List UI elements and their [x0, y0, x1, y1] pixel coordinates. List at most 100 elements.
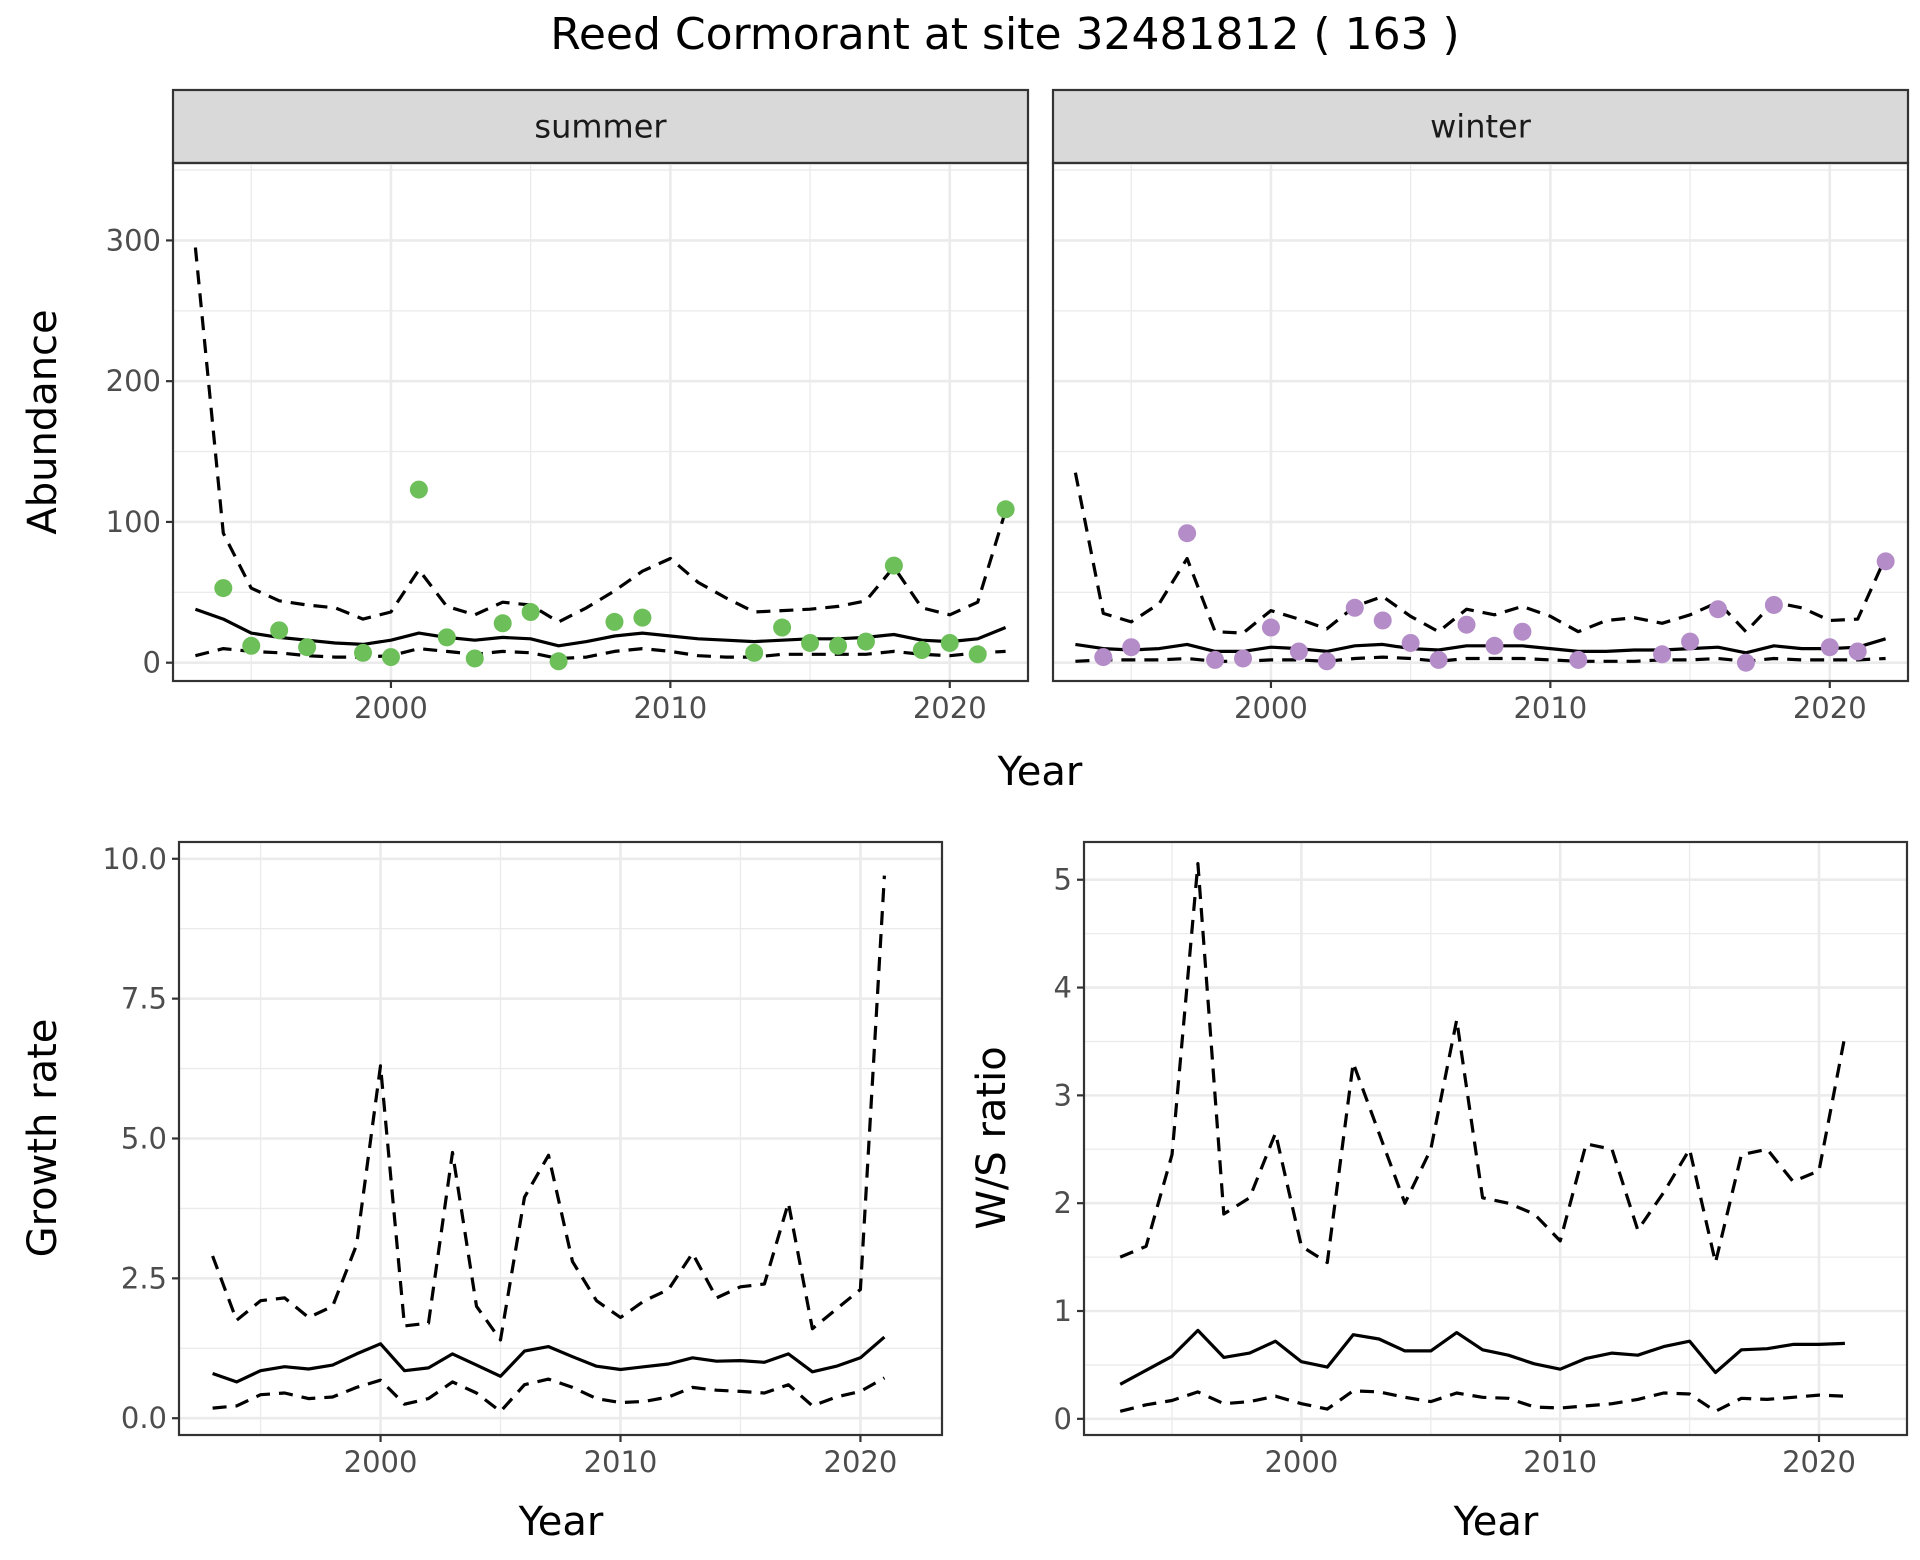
series-line-mean	[212, 1335, 886, 1384]
data-point	[493, 614, 512, 633]
x-tick-label: 2010	[1513, 691, 1587, 725]
data-point	[1513, 622, 1532, 641]
y-tick-label: 0	[1054, 1402, 1072, 1436]
x-tick-label: 2020	[1793, 691, 1867, 725]
y-tick-label: 7.5	[121, 982, 167, 1016]
x-axis-title-growth: Year	[518, 1499, 604, 1545]
y-tick-label: 5	[1054, 863, 1072, 897]
y-axis-title-ratio: W/S ratio	[969, 1046, 1015, 1229]
x-tick-label: 2000	[344, 1445, 418, 1479]
data-point	[1820, 638, 1839, 657]
data-point	[1429, 650, 1448, 669]
data-point	[1401, 633, 1420, 652]
data-point	[773, 618, 792, 637]
data-point	[856, 632, 875, 651]
y-tick-label: 0.0	[121, 1401, 167, 1435]
series-line-upper	[193, 247, 1008, 624]
data-point	[409, 480, 428, 499]
figure-title: Reed Cormorant at site 32481812 ( 163 )	[550, 9, 1459, 60]
x-tick-label: 2020	[913, 691, 987, 725]
x-tick-label: 2000	[1264, 1445, 1338, 1479]
series-line-mean	[1075, 637, 1887, 655]
data-point	[1206, 650, 1225, 669]
y-tick-label: 10.0	[102, 842, 167, 876]
data-point	[1848, 642, 1867, 661]
data-point	[1289, 642, 1308, 661]
series-line-upper	[211, 875, 886, 1342]
y-tick-label: 0	[143, 646, 161, 680]
data-point	[437, 628, 456, 647]
data-point	[298, 638, 317, 657]
facet-strip	[1051, 88, 1910, 165]
data-point	[1261, 618, 1280, 637]
data-point	[549, 652, 568, 671]
x-tick-label: 2010	[633, 691, 707, 725]
data-point	[745, 643, 764, 662]
data-point	[1317, 652, 1336, 671]
x-tick-label: 2000	[1234, 691, 1308, 725]
data-point	[1234, 649, 1252, 668]
data-point	[1457, 615, 1476, 634]
panel-growth-rate: 2000 2010 2020 0.0 2.5 5.0 7.5 10.0	[102, 840, 944, 1479]
x-axis-title-top: Year	[997, 749, 1083, 795]
data-point	[996, 500, 1015, 519]
data-point	[884, 556, 903, 575]
data-point	[1681, 632, 1700, 651]
data-point	[1876, 552, 1895, 571]
data-point	[1569, 650, 1588, 669]
series-line-mean	[194, 607, 1007, 648]
data-point	[1178, 524, 1197, 543]
data-point	[465, 649, 484, 668]
y-tick-label: 1	[1054, 1294, 1072, 1328]
y-tick-label: 200	[106, 364, 161, 398]
series-line-lower	[195, 646, 1006, 661]
x-tick-label: 2010	[1523, 1445, 1597, 1479]
facet-strip	[171, 88, 1030, 165]
x-axis-title-ratio: Year	[1453, 1499, 1539, 1545]
y-tick-label: 3	[1054, 1078, 1072, 1112]
y-tick-label: 2.5	[121, 1261, 167, 1295]
panel-ws-ratio: 2000 2010 2020 0 1 2 3 4 5	[1054, 840, 1909, 1479]
panel-abundance-summer: summer 2000 2010 2020 0 100 200 300	[106, 88, 1030, 725]
data-point	[801, 633, 820, 652]
y-axis-title-abundance: Abundance	[20, 309, 66, 534]
data-point	[1122, 638, 1141, 657]
series-line-lower	[212, 1376, 886, 1414]
y-tick-label: 4	[1054, 971, 1072, 1005]
data-point	[1764, 595, 1783, 614]
series-line-lower	[1075, 655, 1886, 663]
data-point	[354, 643, 372, 662]
data-point	[1736, 653, 1755, 672]
data-point	[270, 621, 289, 640]
data-point	[1653, 645, 1672, 664]
facet-label: winter	[1430, 108, 1532, 146]
data-point	[912, 641, 931, 660]
x-tick-label: 2010	[584, 1445, 658, 1479]
y-tick-label: 300	[106, 223, 161, 257]
y-tick-label: 2	[1054, 1186, 1072, 1220]
data-point	[1345, 598, 1364, 617]
panel-abundance-winter: winter 2000 2010 2020	[1051, 88, 1910, 725]
panel-border	[1051, 161, 1910, 683]
series-line-mean	[1119, 1328, 1845, 1386]
x-tick-label: 2020	[1782, 1445, 1856, 1479]
data-point	[242, 636, 261, 655]
data-point	[940, 633, 959, 652]
data-point	[829, 636, 847, 655]
facet-label: summer	[534, 108, 667, 146]
x-tick-label: 2000	[354, 691, 428, 725]
series-line-upper	[1073, 472, 1888, 635]
y-axis-title-growth: Growth rate	[20, 1019, 66, 1258]
y-tick-label: 5.0	[121, 1122, 167, 1156]
data-point	[968, 645, 987, 664]
data-point	[521, 603, 540, 622]
data-point	[1373, 611, 1392, 630]
series-line-lower	[1119, 1389, 1845, 1413]
panel-border	[1082, 840, 1909, 1437]
data-point	[1485, 636, 1504, 655]
data-point	[605, 612, 624, 631]
data-point	[1709, 600, 1727, 619]
data-point	[381, 648, 400, 667]
